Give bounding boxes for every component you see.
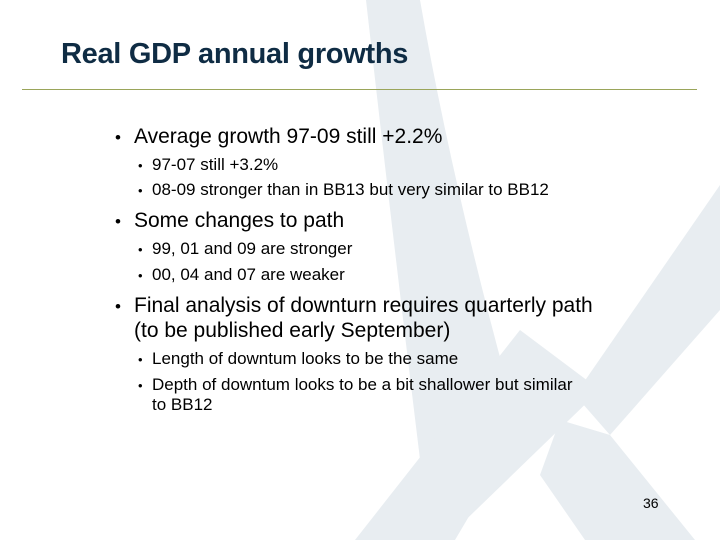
sub-bullet-text: 97-07 still +3.2% — [152, 155, 279, 174]
sub-bullet-item: • 99, 01 and 09 are stronger — [138, 239, 352, 259]
sub-bullet-item: • Length of downtum looks to be the same — [138, 349, 458, 369]
sub-bullet-text: 08-09 stronger than in BB13 but very sim… — [152, 180, 549, 199]
slide-title: Real GDP annual growths — [61, 38, 409, 70]
sub-bullet-item: • 08-09 stronger than in BB13 but very s… — [138, 180, 549, 200]
sub-bullet-text: Length of downtum looks to be the same — [152, 349, 459, 368]
sub-bullet-item: • 97-07 still +3.2% — [138, 155, 278, 175]
bullet-icon: • — [138, 242, 143, 257]
bullet-icon: • — [138, 158, 143, 173]
bullet-icon: • — [138, 183, 143, 198]
bullet-text-line2: (to be published early September) — [134, 319, 451, 342]
title-divider — [22, 89, 697, 90]
bullet-icon: • — [115, 297, 121, 316]
sub-bullet-item: • 00, 04 and 07 are weaker — [138, 265, 345, 285]
bullet-item: • Average growth 97-09 still +2.2% — [115, 124, 442, 149]
page-number: 36 — [643, 495, 659, 511]
bullet-text: Average growth 97-09 still +2.2% — [134, 125, 443, 148]
bullet-icon: • — [138, 352, 143, 367]
sub-bullet-text: 00, 04 and 07 are weaker — [152, 265, 345, 284]
sub-bullet-text-line2: to BB12 — [152, 395, 213, 414]
bullet-text: Some changes to path — [134, 209, 345, 232]
bullet-icon: • — [138, 378, 143, 393]
bullet-text-line1: Final analysis of downturn requires quar… — [134, 294, 593, 317]
bullet-item: • Final analysis of downturn requires qu… — [115, 293, 593, 343]
bullet-icon: • — [138, 268, 143, 283]
sub-bullet-text-line1: Depth of downtum looks to be a bit shall… — [152, 375, 573, 394]
bullet-icon: • — [115, 212, 121, 231]
sub-bullet-item: • Depth of downtum looks to be a bit sha… — [138, 375, 572, 415]
sub-bullet-text: 99, 01 and 09 are stronger — [152, 239, 353, 258]
bullet-icon: • — [115, 128, 121, 147]
bullet-item: • Some changes to path — [115, 208, 344, 233]
